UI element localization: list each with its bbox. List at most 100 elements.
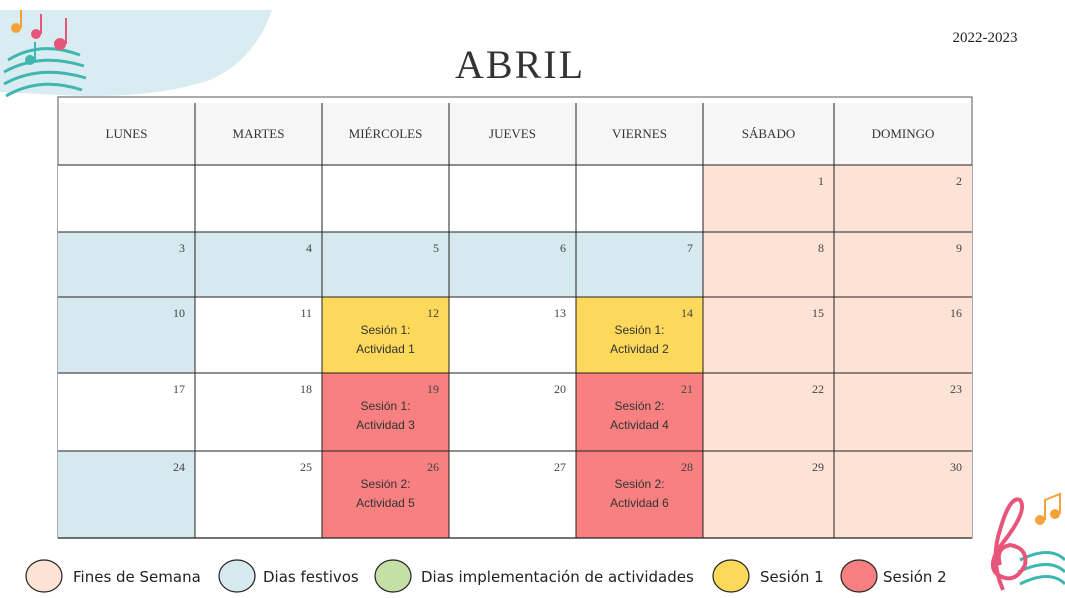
day-cell [703,232,834,297]
day-cell [58,165,195,232]
day-cell [195,373,322,451]
day-cell [322,297,449,373]
decoration-bottom-right [990,492,1065,591]
page-title: ABRIL [455,42,585,87]
day-cell [576,297,703,373]
day-cell [449,451,576,538]
column-header: MIÉRCOLES [349,126,423,141]
day-number: 29 [812,460,824,474]
day-cell [576,451,703,538]
day-number: 25 [300,460,312,474]
legend: Fines de Semana Dias festivos Dias impleme… [25,559,947,593]
column-header: MARTES [233,126,285,141]
day-number: 3 [179,241,185,255]
day-cell [576,232,703,297]
day-number: 6 [560,241,566,255]
day-number: 11 [300,306,312,320]
day-number: 10 [173,306,185,320]
column-header: LUNES [106,126,148,141]
day-number: 16 [950,306,962,320]
activity-text: Actividad 1 [356,342,415,356]
day-cell [834,165,972,232]
day-cell [322,232,449,297]
day-cell [195,297,322,373]
legend-swatch [25,559,63,593]
day-cell [576,165,703,232]
day-number: 17 [173,382,185,396]
column-header: JUEVES [489,126,536,141]
day-cell [322,373,449,451]
day-cell [834,373,972,451]
day-number: 5 [433,241,439,255]
day-cell [449,373,576,451]
activity-text: Sesión 2: [614,399,664,413]
day-number: 9 [956,241,962,255]
day-cell [58,297,195,373]
activity-text: Sesión 1: [360,399,410,413]
day-cell [834,232,972,297]
activity-text: Sesión 2: [360,477,410,491]
day-number: 8 [818,241,824,255]
activity-text: Sesión 1: [360,323,410,337]
day-number: 22 [812,382,824,396]
day-cell [58,373,195,451]
day-cell [576,373,703,451]
day-number: 28 [681,460,693,474]
day-number: 27 [554,460,566,474]
day-cell [195,451,322,538]
legend-label: Dias implementación de actividades [421,568,694,586]
day-number: 4 [306,241,312,255]
day-number: 24 [173,460,185,474]
column-header: SÁBADO [742,126,795,141]
column-header: DOMINGO [872,126,935,141]
day-cell [703,297,834,373]
day-number: 19 [427,382,439,396]
day-cell [58,232,195,297]
day-cell [322,451,449,538]
day-cell [195,232,322,297]
legend-swatch [712,559,750,593]
day-cell [58,451,195,538]
header-row-bg [59,103,971,165]
school-year: 2022-2023 [953,30,1018,46]
day-cell [195,165,322,232]
activity-text: Actividad 2 [610,342,669,356]
day-cell [834,297,972,373]
day-number: 30 [950,460,962,474]
activity-text: Actividad 3 [356,418,415,432]
day-cell [834,451,972,538]
legend-swatch [840,559,878,593]
day-number: 18 [300,382,312,396]
decoration-top-left [0,10,272,98]
activity-text: Actividad 5 [356,496,415,510]
legend-swatch [218,559,256,593]
legend-label: Fines de Semana [73,568,201,586]
day-number: 7 [687,241,693,255]
day-number: 12 [427,306,439,320]
day-number: 15 [812,306,824,320]
column-header: VIERNES [612,126,667,141]
day-cell [449,165,576,232]
activity-text: Sesión 2: [614,477,664,491]
day-cell [449,297,576,373]
day-number: 1 [818,174,824,188]
calendar-table: LUNES MARTES MIÉRCOLES JUEVES VIERNES SÁBADO D… [57,96,973,539]
legend-label: Dias festivos [263,568,359,586]
legend-swatch [374,559,412,593]
day-cell [703,373,834,451]
day-number: 14 [681,306,693,320]
day-number: 2 [956,174,962,188]
legend-label: Sesión 1 [760,568,824,586]
day-cell [703,451,834,538]
activity-text: Sesión 1: [614,323,664,337]
day-number: 13 [554,306,566,320]
day-cell [703,165,834,232]
day-number: 26 [427,460,439,474]
day-number: 23 [950,382,962,396]
day-cell [449,232,576,297]
day-number: 20 [554,382,566,396]
activity-text: Actividad 6 [610,496,669,510]
legend-label: Sesión 2 [883,568,947,586]
activity-text: Actividad 4 [610,418,669,432]
